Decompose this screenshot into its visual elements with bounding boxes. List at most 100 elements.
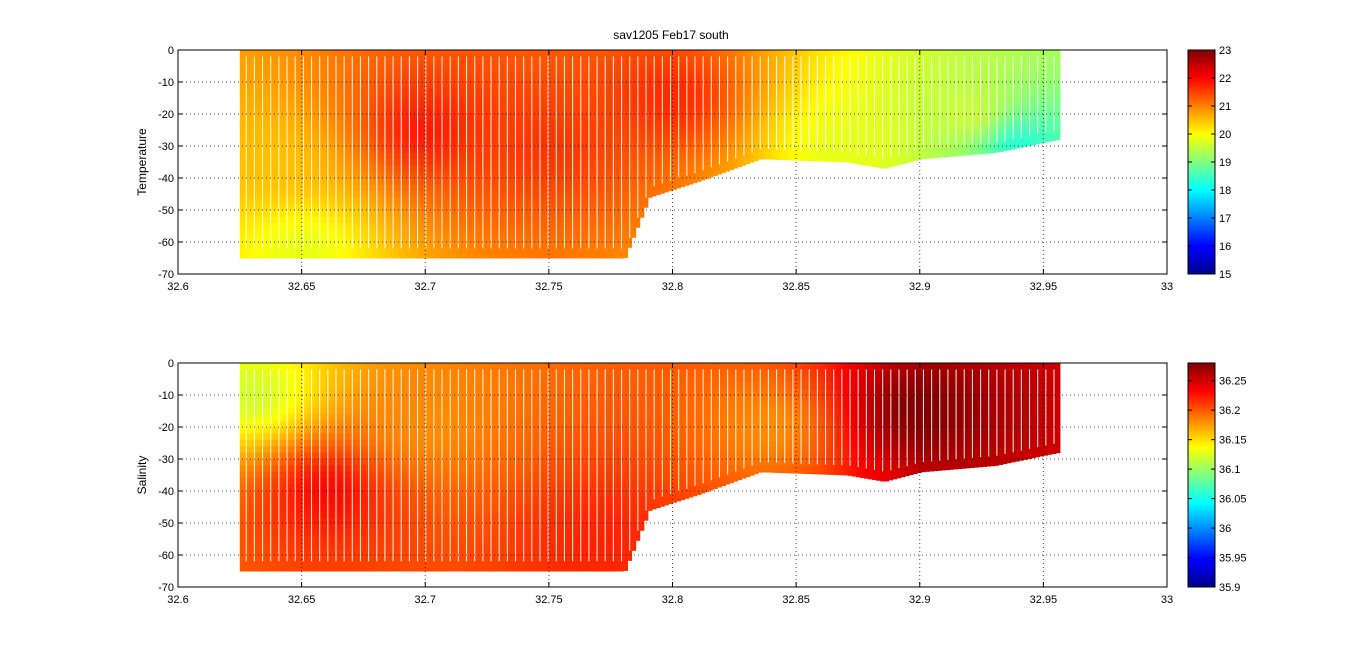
field-cell xyxy=(606,158,612,166)
field-cell xyxy=(892,101,898,109)
field-cell xyxy=(313,229,318,237)
field-cell xyxy=(1002,50,1008,57)
field-cell xyxy=(264,107,269,115)
field-cell xyxy=(753,101,759,109)
field-cell xyxy=(590,152,596,160)
field-cell xyxy=(904,50,910,57)
field-cell xyxy=(435,94,441,102)
field-cell xyxy=(517,114,522,121)
field-cell xyxy=(362,69,367,77)
field-cell xyxy=(337,69,343,77)
field-cell xyxy=(806,158,812,162)
field-cell xyxy=(239,216,245,224)
field-cell xyxy=(484,216,490,224)
field-cell xyxy=(305,120,310,128)
field-cell xyxy=(517,197,522,205)
field-cell xyxy=(868,62,873,70)
field-cell xyxy=(672,158,677,166)
field-cell xyxy=(468,197,473,205)
field-cell xyxy=(256,158,261,166)
field-cell xyxy=(500,242,506,249)
field-cell xyxy=(631,190,637,198)
field-cell xyxy=(533,50,539,57)
field-cell xyxy=(582,229,588,237)
field-cell xyxy=(558,50,563,57)
field-cell xyxy=(394,216,400,224)
field-cell xyxy=(635,216,641,224)
field-cell xyxy=(403,133,408,141)
field-cell xyxy=(753,126,759,134)
field-cell xyxy=(272,62,278,70)
field-cell xyxy=(264,190,269,198)
field-cell xyxy=(810,158,816,162)
field-cell xyxy=(288,229,294,237)
field-cell xyxy=(582,139,588,147)
field-cell xyxy=(419,184,424,192)
field-cell xyxy=(386,171,392,179)
field-cell xyxy=(949,120,955,128)
field-cell xyxy=(704,75,710,83)
field-cell xyxy=(509,171,514,179)
field-cell xyxy=(443,235,449,243)
field-cell xyxy=(272,69,278,77)
field-cell xyxy=(590,178,596,185)
field-cell xyxy=(957,133,963,141)
field-cell xyxy=(957,88,963,96)
field-cell xyxy=(721,88,726,96)
field-cell xyxy=(435,107,441,115)
field-cell xyxy=(786,133,792,141)
field-cell xyxy=(247,184,253,192)
field-cell xyxy=(655,75,661,83)
field-cell xyxy=(451,50,457,57)
field-cell xyxy=(256,222,261,230)
field-cell xyxy=(737,139,743,147)
field-cell xyxy=(252,50,257,57)
field-cell xyxy=(435,210,441,217)
field-cell xyxy=(762,56,767,64)
field-cell xyxy=(672,107,677,115)
field-cell xyxy=(802,133,808,141)
field-cell xyxy=(647,107,653,115)
field-cell xyxy=(247,56,253,64)
field-cell xyxy=(296,210,302,217)
field-cell xyxy=(680,120,686,128)
field-cell xyxy=(492,210,498,217)
field-cell xyxy=(598,133,604,141)
field-cell xyxy=(655,184,661,192)
field-cell xyxy=(647,197,653,198)
field-cell xyxy=(496,254,502,259)
field-cell xyxy=(937,146,943,153)
field-cell xyxy=(900,56,906,64)
field-cell xyxy=(721,82,726,89)
field-cell xyxy=(835,69,841,77)
field-cell xyxy=(468,82,473,89)
field-cell xyxy=(354,120,359,128)
field-cell xyxy=(541,94,547,102)
field-cell xyxy=(329,62,335,70)
field-cell xyxy=(386,197,392,205)
field-cell xyxy=(264,133,269,141)
field-cell xyxy=(794,146,800,153)
field-cell xyxy=(843,133,849,141)
field-cell xyxy=(451,126,457,134)
field-cell xyxy=(708,165,714,173)
field-cell xyxy=(696,146,702,153)
field-cell xyxy=(672,126,677,134)
field-cell xyxy=(337,203,343,211)
field-cell xyxy=(770,75,775,83)
field-cell xyxy=(558,126,563,134)
field-cell xyxy=(337,216,343,224)
field-cell xyxy=(843,62,849,70)
field-cell xyxy=(729,75,735,83)
field-cell xyxy=(525,235,531,243)
field-cell xyxy=(558,184,563,192)
field-cell xyxy=(411,190,416,198)
field-cell xyxy=(435,171,441,179)
field-cell xyxy=(280,56,286,64)
field-cell xyxy=(525,152,531,160)
field-cell xyxy=(345,133,351,141)
field-cell xyxy=(631,56,637,64)
field-cell xyxy=(517,158,522,166)
field-cell xyxy=(354,203,359,211)
field-cell xyxy=(264,126,269,134)
